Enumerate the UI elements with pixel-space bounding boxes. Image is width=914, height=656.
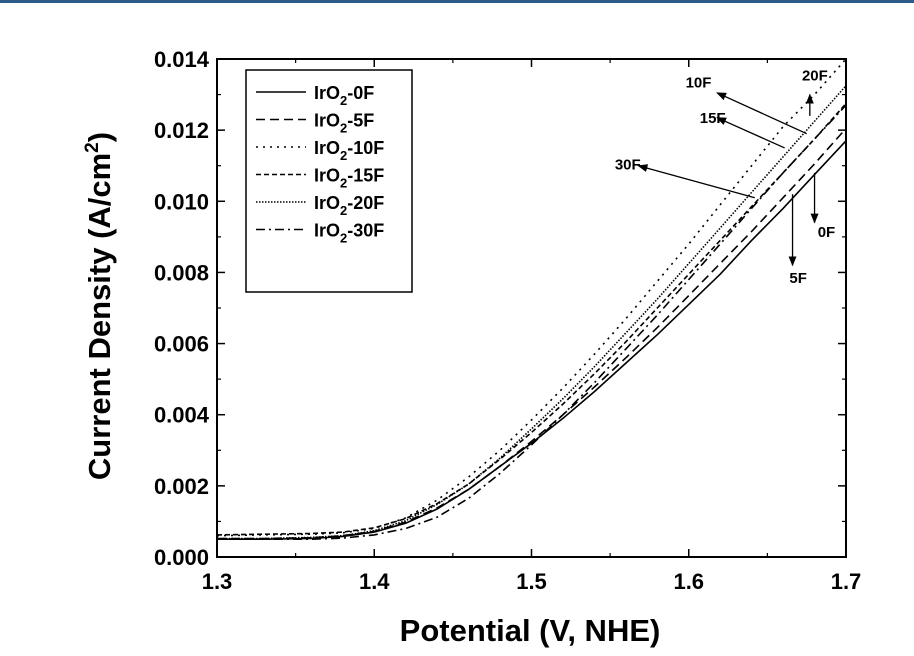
y-tick-label: 0.002 (154, 474, 209, 499)
x-tick-label: 1.4 (359, 569, 390, 594)
annotations-layer: 10F 20F 15F 30F 0F 5F (615, 67, 835, 287)
x-tick-label: 1.3 (202, 569, 233, 594)
legend-label: IrO2-15F (314, 166, 384, 191)
annotation-label-5F: 5F (789, 270, 807, 287)
x-tick-label: 1.6 (673, 569, 704, 594)
legend-label: IrO2-5F (314, 111, 374, 136)
annotation-arrow-10F (716, 92, 807, 135)
y-axis-title: Current Density (A/cm2) (82, 132, 117, 480)
y-tick-label: 0.008 (154, 260, 209, 285)
legend-label: IrO2-20F (314, 193, 384, 218)
y-tick-label: 0.012 (154, 118, 209, 143)
x-tick-label: 1.7 (831, 569, 862, 594)
annotation-label-10F: 10F (686, 74, 712, 91)
y-tick-label: 0.014 (154, 47, 210, 72)
top-rule (0, 0, 914, 3)
y-tick-label: 0.004 (154, 403, 210, 428)
annotation-label-15F: 15F (700, 110, 726, 127)
legend-label: IrO2-0F (314, 83, 374, 108)
annotation-arrow-30F (637, 164, 755, 199)
series-line-IrO2-5F (217, 127, 847, 540)
legend-label: IrO2-10F (314, 138, 384, 163)
plot-frame: 1.3 1.4 1.5 1.6 1.7 0.000 0.002 0.004 0.006 0.008… (154, 47, 861, 594)
annotation-arrow-15F (716, 117, 785, 149)
x-tick-label: 1.5 (516, 569, 547, 594)
annotation-label-30F: 30F (615, 156, 641, 173)
y-tick-label: 0.010 (154, 189, 209, 214)
annotation-label-20F: 20F (802, 67, 828, 84)
legend-box (245, 69, 413, 293)
annotation-label-0F: 0F (818, 224, 836, 241)
legend-label: IrO2-30F (314, 221, 384, 246)
series-line-IrO2-10F (216, 58, 847, 537)
series-line-IrO2-30F (217, 104, 847, 541)
y-tick-label: 0.000 (154, 545, 209, 570)
y-tick-label: 0.006 (154, 332, 209, 357)
x-axis-title: Potential (V, NHE) (400, 613, 661, 648)
series-line-IrO2-20F (217, 85, 847, 540)
series-layer (216, 58, 847, 541)
series-line-IrO2-15F (216, 102, 847, 536)
